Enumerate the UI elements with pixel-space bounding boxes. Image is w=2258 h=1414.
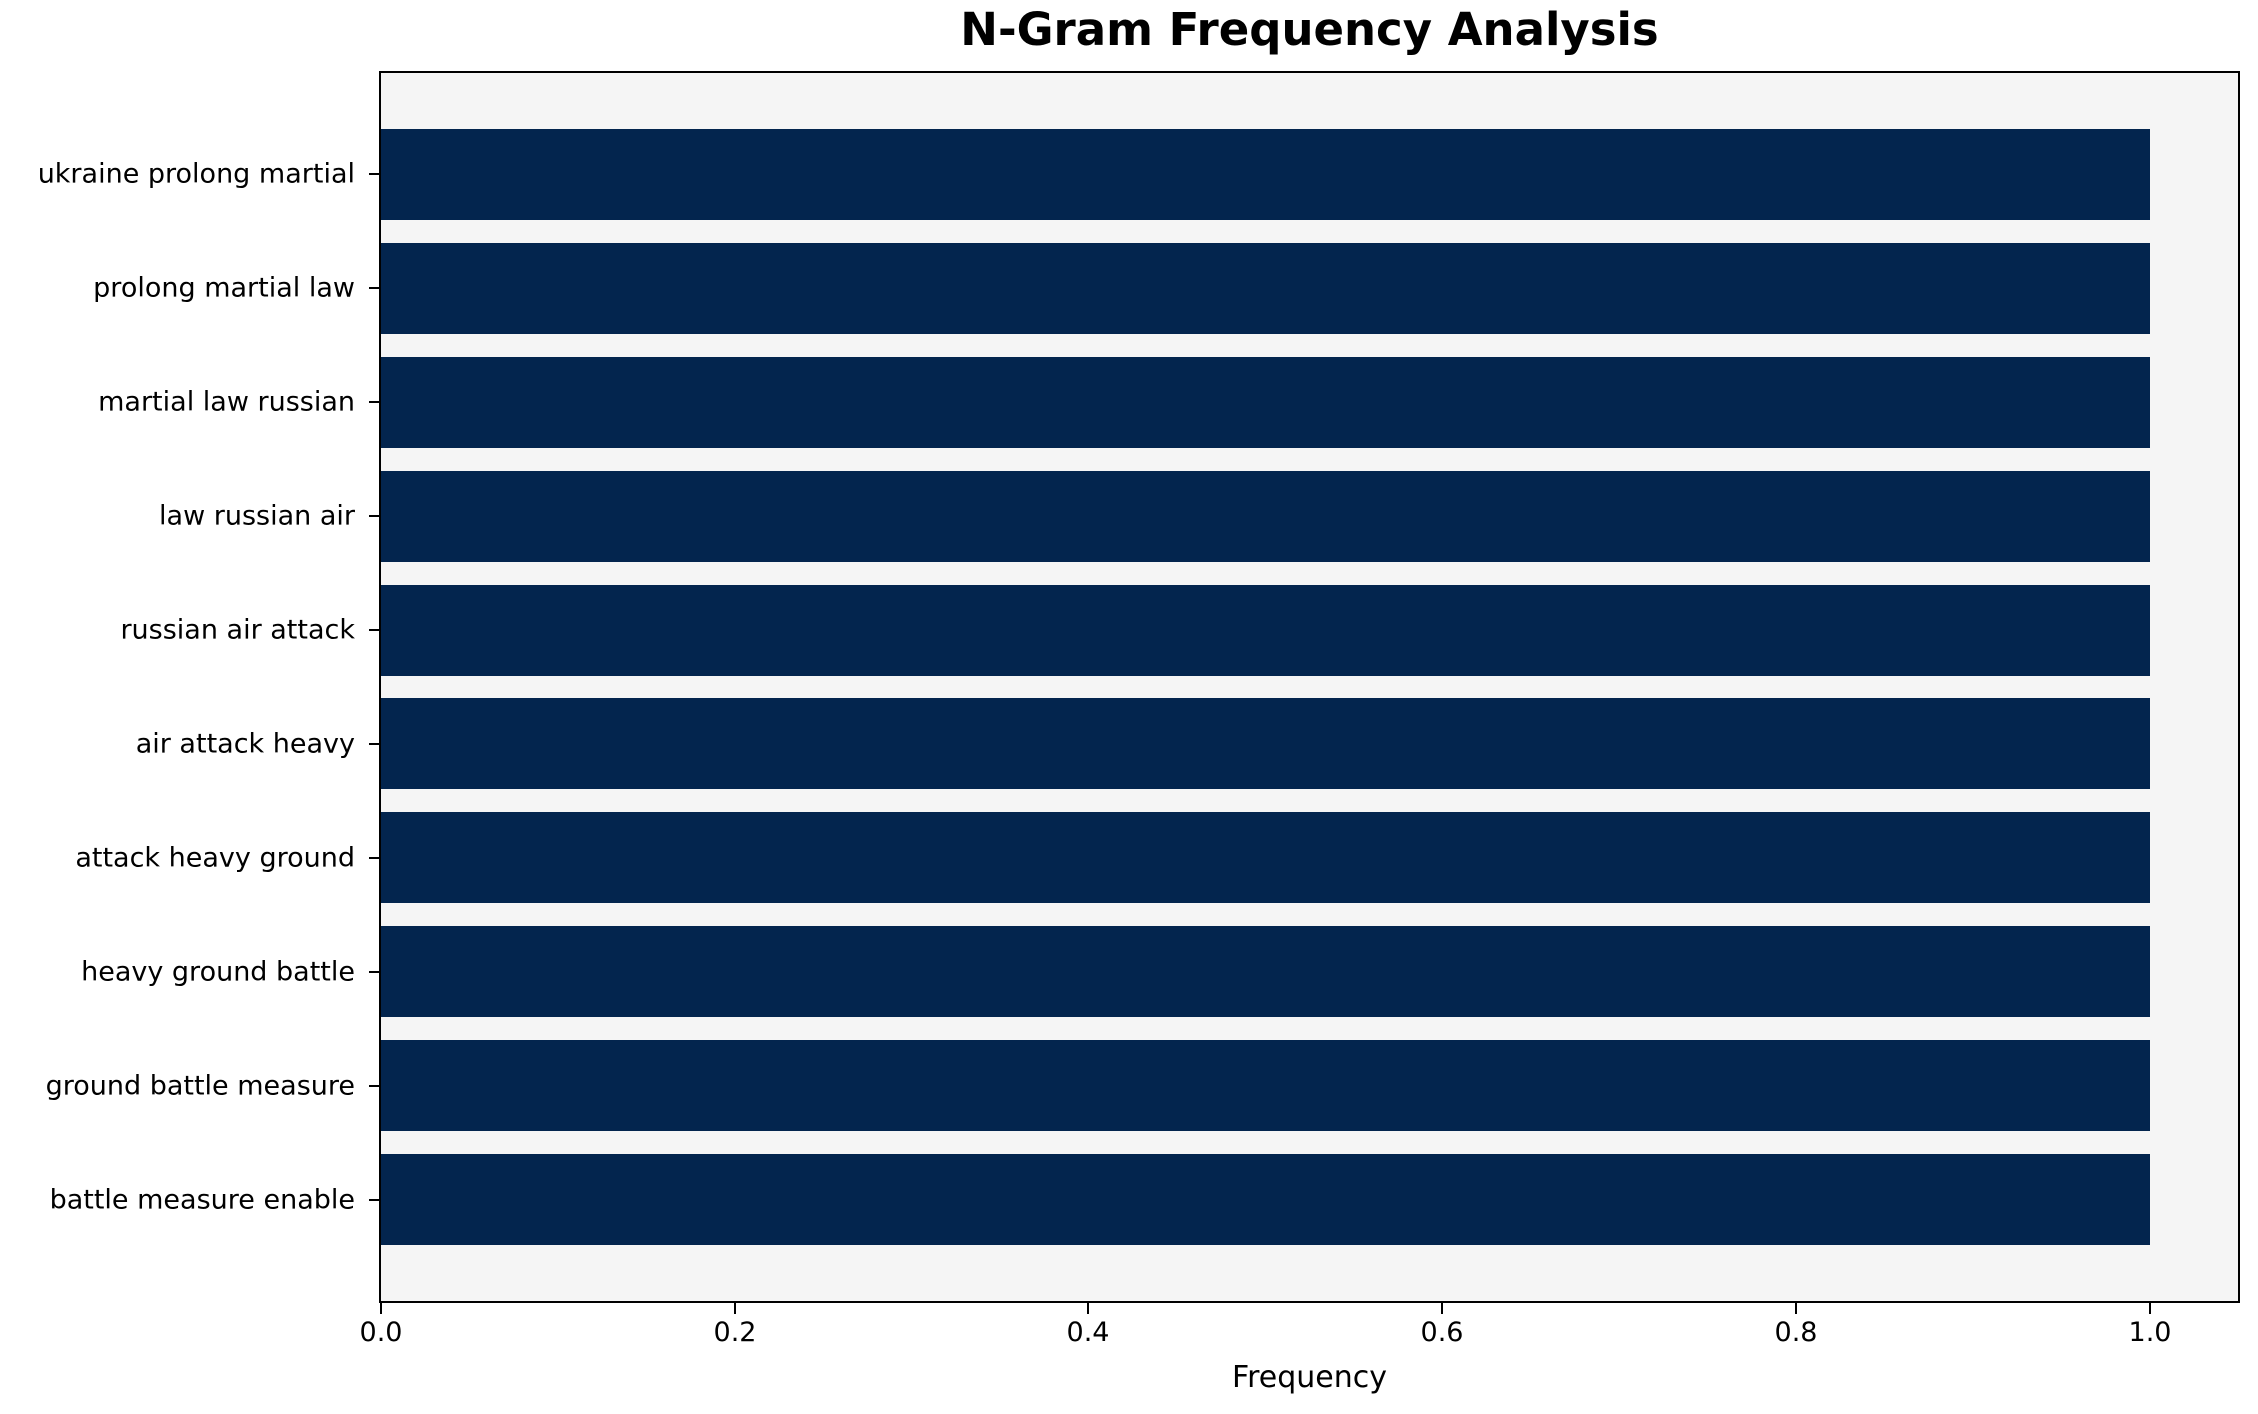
y-tick-label: russian air attack	[120, 614, 355, 646]
y-tick-mark	[369, 173, 379, 175]
bar	[381, 1040, 2150, 1131]
y-tick-mark	[369, 401, 379, 403]
x-tick-label: 0.6	[1420, 1317, 1464, 1348]
bar	[381, 129, 2150, 220]
y-tick-label: law russian air	[159, 500, 355, 532]
plot-area	[379, 71, 2240, 1303]
x-tick-label: 0.4	[1066, 1317, 1110, 1348]
y-tick-label: martial law russian	[98, 386, 355, 418]
bar	[381, 926, 2150, 1017]
bar	[381, 698, 2150, 789]
x-tick-label: 0.2	[713, 1317, 757, 1348]
x-tick-mark	[734, 1303, 736, 1314]
x-tick-mark	[380, 1303, 382, 1314]
x-tick-mark	[1441, 1303, 1443, 1314]
bar	[381, 1154, 2150, 1245]
x-tick-label: 0.0	[359, 1317, 403, 1348]
y-tick-label: ground battle measure	[45, 1070, 355, 1102]
x-tick-mark	[1795, 1303, 1797, 1314]
y-tick-mark	[369, 1085, 379, 1087]
bar	[381, 812, 2150, 903]
y-tick-mark	[369, 971, 379, 973]
y-tick-label: ukraine prolong martial	[37, 158, 355, 190]
y-tick-label: battle measure enable	[49, 1184, 355, 1216]
y-tick-label: prolong martial law	[93, 272, 355, 304]
y-tick-label: air attack heavy	[135, 728, 355, 760]
x-axis-label: Frequency	[1232, 1360, 1387, 1395]
x-tick-mark	[2149, 1303, 2151, 1314]
y-tick-mark	[369, 857, 379, 859]
x-tick-label: 1.0	[2128, 1317, 2172, 1348]
x-tick-label: 0.8	[1774, 1317, 1818, 1348]
x-tick-mark	[1087, 1303, 1089, 1314]
bar	[381, 585, 2150, 676]
y-tick-label: attack heavy ground	[75, 842, 355, 874]
y-tick-mark	[369, 1199, 379, 1201]
y-tick-label: heavy ground battle	[81, 956, 355, 988]
y-tick-mark	[369, 743, 379, 745]
y-tick-mark	[369, 515, 379, 517]
chart-title: N-Gram Frequency Analysis	[960, 3, 1659, 56]
bar	[381, 243, 2150, 334]
y-tick-mark	[369, 629, 379, 631]
bar	[381, 357, 2150, 448]
bar	[381, 471, 2150, 562]
y-tick-mark	[369, 287, 379, 289]
